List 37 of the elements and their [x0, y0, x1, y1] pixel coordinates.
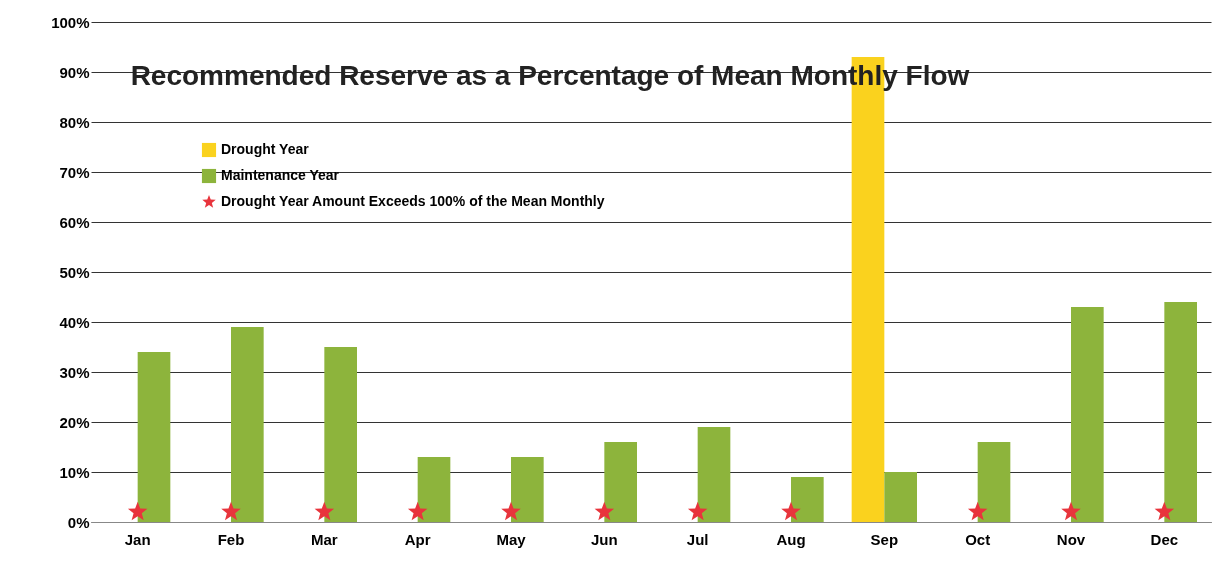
x-tick-label: Nov	[1056, 530, 1086, 548]
bar	[604, 442, 637, 522]
bar	[1164, 302, 1197, 522]
y-tick-label: 20%	[59, 413, 90, 431]
x-tick-label: Aug	[776, 530, 806, 548]
x-tick-label: Jun	[591, 530, 618, 548]
x-tick-label: Sep	[870, 530, 899, 548]
bar	[977, 442, 1011, 522]
legend-label: Drought Year Amount Exceeds 100% of the Mean Monthly	[221, 193, 605, 209]
legend-label: Drought Year	[221, 141, 310, 157]
x-tick-label: Oct	[965, 530, 991, 548]
y-tick-label: 90%	[59, 63, 90, 81]
bar	[511, 457, 544, 522]
y-tick-label: 30%	[59, 363, 90, 381]
bar	[697, 427, 731, 522]
x-tick-label: Dec	[1150, 530, 1179, 548]
bar	[417, 457, 451, 522]
y-tick-label: 10%	[59, 463, 90, 481]
y-tick-label: 0%	[67, 513, 90, 531]
bar	[324, 347, 357, 522]
bar	[137, 352, 171, 522]
x-tick-label: May	[496, 530, 527, 548]
x-tick-label: Jan	[124, 530, 151, 548]
y-tick-label: 40%	[59, 313, 90, 331]
y-tick-label: 80%	[59, 113, 90, 131]
bar	[1071, 307, 1104, 522]
y-tick-label: 70%	[59, 163, 90, 181]
bar	[791, 477, 824, 522]
x-tick-label: Apr	[404, 530, 431, 548]
x-tick-label: Feb	[217, 530, 245, 548]
bar	[231, 327, 264, 522]
y-tick-label: 60%	[59, 213, 90, 231]
x-tick-label: Jul	[686, 530, 709, 548]
y-tick-label: 100%	[51, 13, 90, 31]
x-tick-label: Mar	[310, 530, 338, 548]
y-tick-label: 50%	[59, 263, 90, 281]
bar	[884, 472, 917, 522]
